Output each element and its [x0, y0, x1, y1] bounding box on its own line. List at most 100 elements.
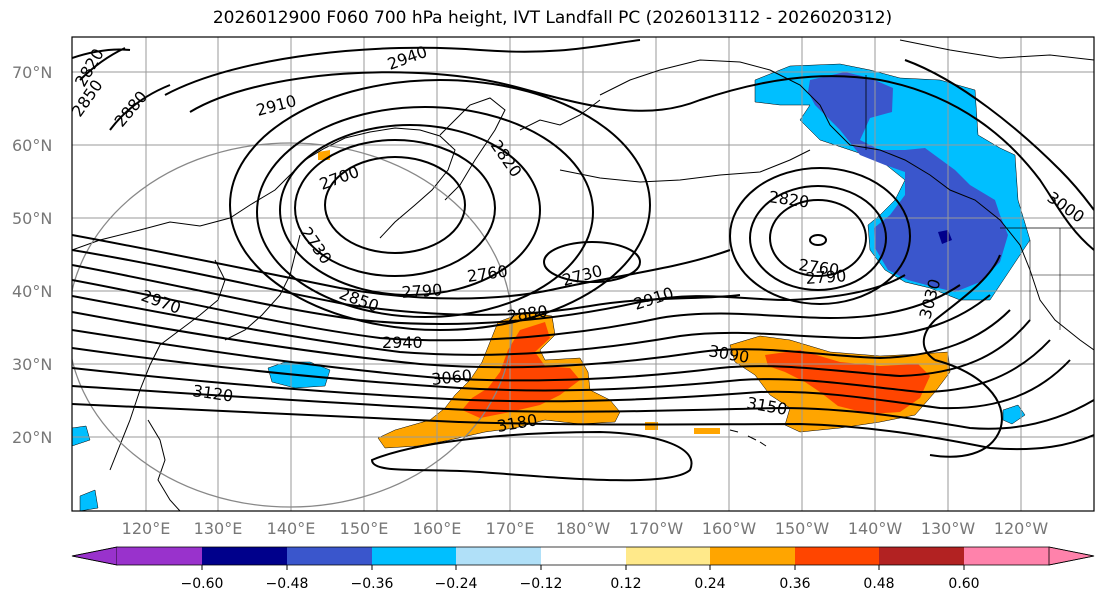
colorbar-tick-label: −0.36: [351, 576, 394, 592]
lat-label: 60°N: [12, 136, 52, 155]
coast-bering: [519, 99, 601, 131]
colorbar-segment: [372, 547, 456, 565]
colorbar-segment: [879, 547, 964, 565]
ivt-plume-east-red: [765, 350, 930, 414]
colorbar-segment: [541, 547, 626, 565]
contour-label: 2790: [805, 266, 847, 288]
contour-low-2820-w: [229, 79, 651, 331]
contour-low-east-2: [749, 185, 887, 291]
border-us-states-1: [1029, 228, 1094, 330]
contour-2940: [164, 39, 641, 96]
contour-low-east-core: [809, 234, 827, 246]
colorbar-segment: [456, 547, 541, 565]
coast-hawaii: [729, 429, 767, 447]
contour-low-2790-w: [256, 106, 594, 318]
region-circle: [72, 142, 513, 508]
colorbar-tick-label: 0.24: [694, 576, 725, 592]
lon-label: 130°E: [194, 519, 243, 538]
contour-low-east-3: [729, 167, 911, 305]
ivt-shading: [72, 63, 1031, 511]
map-title: 2026012900 F060 700 hPa height, IVT Land…: [212, 8, 893, 28]
contour-3030-band: [72, 319, 1031, 382]
contour-3180-loop: [370, 430, 693, 482]
contour-2850-w: [72, 234, 731, 300]
contour-label: 2790: [401, 280, 443, 302]
lon-label: 170°W: [629, 519, 684, 538]
lon-label: 160°W: [702, 519, 757, 538]
coast-kamchatka: [439, 97, 506, 201]
contour-3120-band: [72, 385, 1094, 430]
contour-low-east: [769, 199, 867, 277]
contour-label: 3060: [430, 366, 472, 389]
lon-label: 140°E: [267, 519, 316, 538]
contour-2850-north: [72, 48, 131, 59]
contour-2820-north: [79, 47, 126, 81]
lon-label: 180°W: [556, 519, 611, 538]
colorbar-tick-label: −0.48: [266, 576, 309, 592]
map-gridlines: [72, 37, 1094, 511]
lon-label: 120°E: [122, 519, 171, 538]
coast-korea-china: [109, 259, 226, 471]
colorbar-segment: [795, 547, 879, 565]
lon-label: 150°W: [775, 519, 830, 538]
coast-philippines: [147, 419, 181, 511]
colorbar-segment: [626, 547, 710, 565]
coast-japan: [224, 234, 301, 341]
ivt-patch-dot-3: [694, 428, 720, 434]
longitude-labels: 120°E 130°E 140°E 150°E 160°E 170°E 180°…: [122, 519, 1049, 538]
contour-3060-band: [72, 339, 1051, 394]
latitude-labels: 70°N 60°N 50°N 40°N 30°N 20°N: [12, 63, 52, 447]
height-contours: [72, 39, 1094, 482]
colorbar-tick-label: 0.60: [948, 576, 979, 592]
colorbar-tick-label: 0.48: [863, 576, 894, 592]
colorbar-tick-label: 0.12: [610, 576, 641, 592]
lat-label: 30°N: [12, 355, 52, 374]
contour-low-2700: [324, 156, 466, 254]
colorbar-segment: [202, 547, 287, 565]
lat-label: 40°N: [12, 282, 52, 301]
lon-label: 140°W: [848, 519, 903, 538]
colorbar-segment: [287, 547, 372, 565]
lon-label: 160°E: [413, 519, 462, 538]
colorbar-tick-label: −0.12: [520, 576, 563, 592]
contour-2940-band: [72, 279, 961, 342]
lat-label: 20°N: [12, 428, 52, 447]
contour-2910: [189, 71, 1094, 251]
colorbar: −0.60 −0.48 −0.36 −0.24 −0.12 0.12 0.24 …: [71, 546, 1095, 592]
contour-3030-east: [922, 254, 1001, 361]
contour-3000-band: [72, 309, 1011, 369]
lat-label: 70°N: [12, 63, 52, 82]
lat-label: 50°N: [12, 209, 52, 228]
colorbar-segment: [117, 547, 202, 565]
coast-asia: [72, 127, 456, 251]
ivt-plume-central-red: [462, 322, 580, 418]
lon-label: 150°E: [340, 519, 389, 538]
colorbar-extend-right: [1048, 546, 1095, 566]
lon-label: 170°E: [486, 519, 535, 538]
colorbar-tick-marks: [201, 565, 965, 570]
colorbar-outline: [71, 546, 1095, 566]
contour-3090-band: [72, 359, 1071, 410]
contour-3000-east: [904, 59, 1094, 211]
colorbar-tick-label: −0.24: [435, 576, 478, 592]
colorbar-segment: [964, 547, 1049, 565]
contour-2910-band: [72, 264, 906, 325]
contour-3150-band: [72, 403, 1094, 451]
colorbar-tick-label: 0.36: [779, 576, 810, 592]
ivt-patch-southwest: [79, 489, 99, 511]
contour-2880-north: [109, 84, 171, 131]
map-frame: [71, 36, 1095, 512]
lon-label: 130°W: [921, 519, 976, 538]
contour-3120-east: [929, 359, 1003, 458]
coastlines: [72, 39, 1094, 511]
ivt-region-gulf-alaska-mid: [808, 72, 1008, 292]
colorbar-tick-label: −0.60: [181, 576, 224, 592]
coast-canada-north: [899, 39, 1094, 61]
contour-low-2760-w: [279, 124, 541, 296]
contour-low-2730: [294, 139, 496, 277]
colorbar-extend-left: [71, 546, 118, 566]
contour-label: 2940: [382, 333, 423, 352]
ivt-patch-west-edge: [72, 425, 91, 447]
colorbar-segment: [710, 547, 795, 565]
